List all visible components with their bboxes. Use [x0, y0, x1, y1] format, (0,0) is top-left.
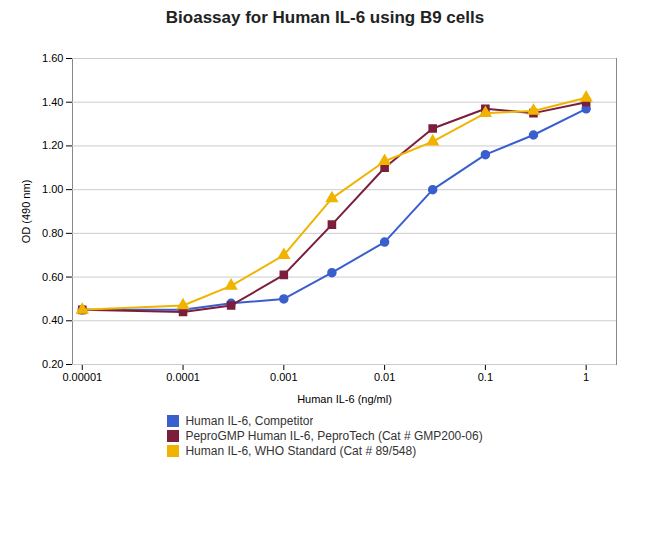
svg-text:Human IL-6 (ng/ml): Human IL-6 (ng/ml) [297, 393, 392, 405]
svg-text:0.0001: 0.0001 [166, 371, 200, 383]
svg-text:0.00001: 0.00001 [62, 371, 102, 383]
svg-text:0.1: 0.1 [478, 371, 493, 383]
svg-text:0.20: 0.20 [42, 358, 63, 370]
svg-text:0.80: 0.80 [42, 227, 63, 239]
svg-text:1.40: 1.40 [42, 96, 63, 108]
svg-text:1.00: 1.00 [42, 183, 63, 195]
html-text:PeproGMP Human IL-6, PeproTech: PeproGMP Human IL-6, PeproTech (Cat # GM… [185, 429, 483, 443]
svg-text:1.20: 1.20 [42, 139, 63, 151]
svg-text:1.60: 1.60 [42, 52, 63, 64]
html-text:Bioassay for Human IL-6 using: Bioassay for Human IL-6 using B9 cells [165, 8, 485, 27]
svg-text:0.001: 0.001 [270, 371, 298, 383]
svg-text:0.40: 0.40 [42, 314, 63, 326]
html-text:Human IL-6, Competitor: Human IL-6, Competitor [185, 414, 314, 428]
svg-text:0.01: 0.01 [374, 371, 395, 383]
svg-text:OD (490 nm): OD (490 nm) [20, 180, 32, 244]
html-text:Human IL-6, WHO Standard (Cat: Human IL-6, WHO Standard (Cat # 89/548) [185, 444, 417, 458]
svg-text:1: 1 [583, 371, 589, 383]
svg-text:0.60: 0.60 [42, 271, 63, 283]
